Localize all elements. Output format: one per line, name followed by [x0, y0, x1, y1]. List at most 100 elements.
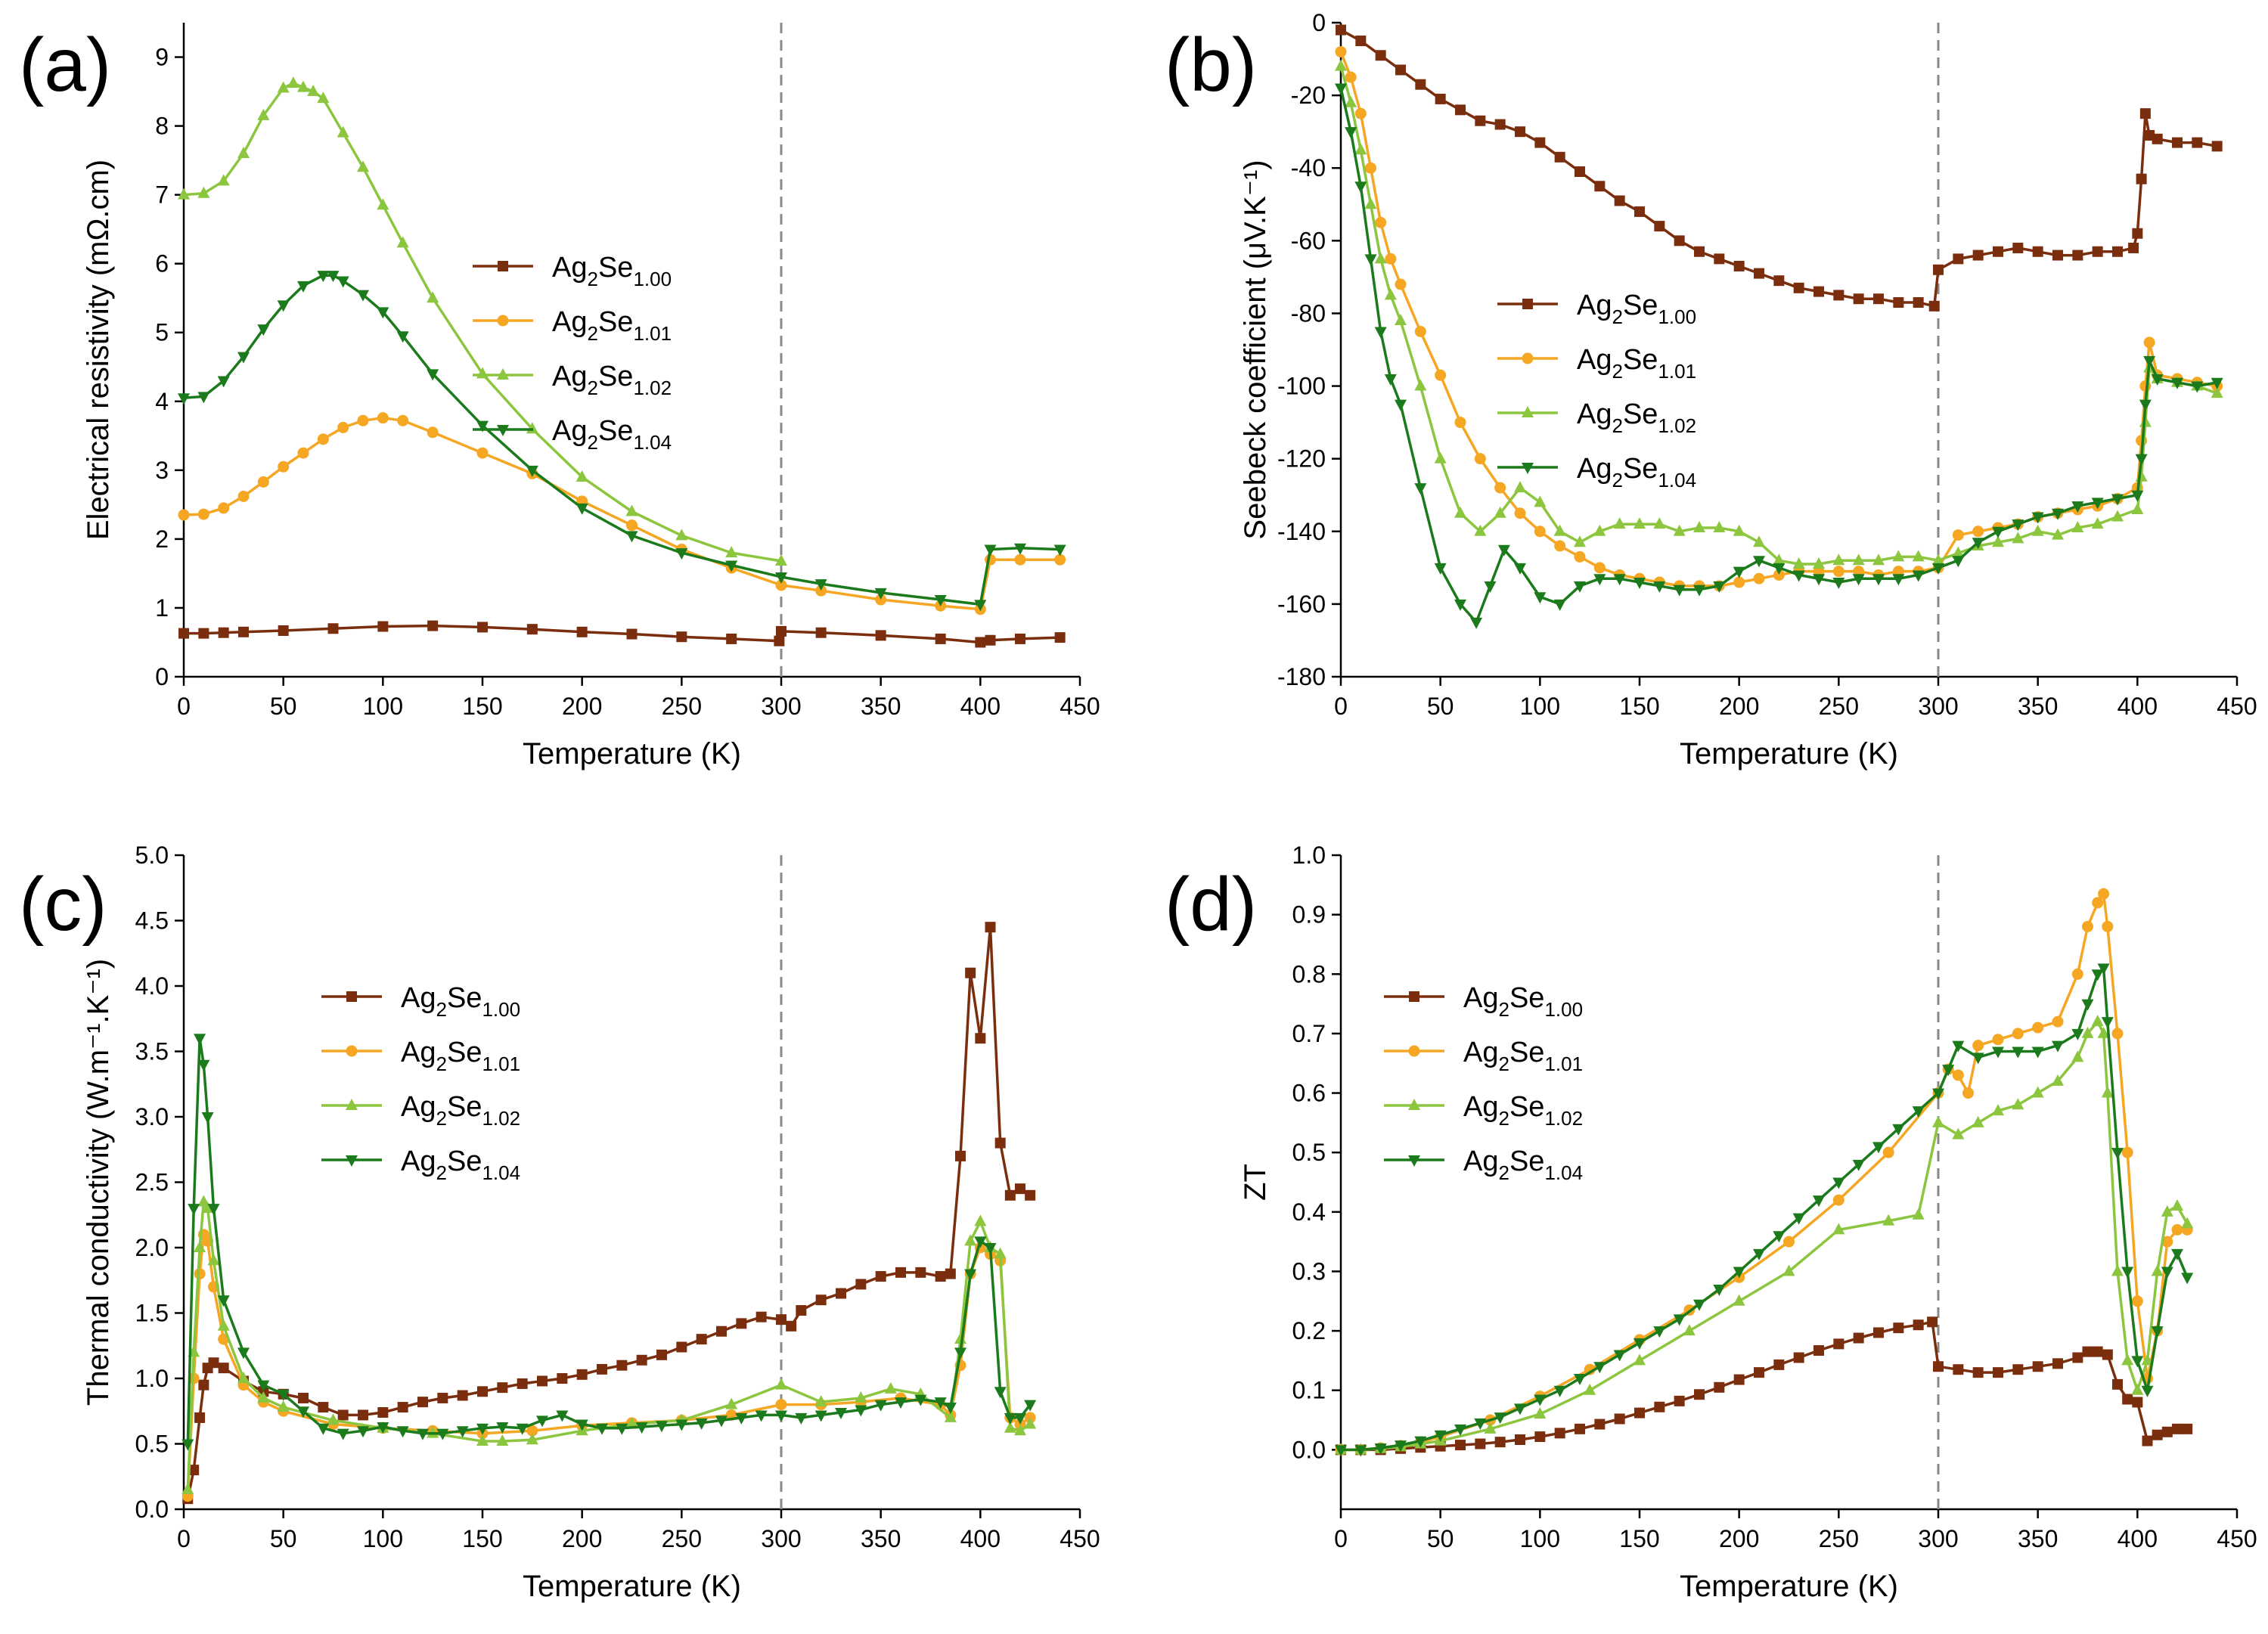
- x-tick-label: 450: [1060, 693, 1100, 720]
- data-point: [1813, 1195, 1825, 1208]
- data-point: [1992, 1046, 2004, 1059]
- data-point: [1593, 524, 1606, 536]
- data-point: [1395, 64, 1406, 76]
- data-point: [1972, 1053, 1984, 1065]
- legend-label: Ag2Se1.02: [1577, 398, 1696, 437]
- data-point: [576, 1369, 588, 1380]
- data-point: [1832, 566, 1844, 578]
- data-point: [2052, 1015, 2064, 1028]
- data-point: [1733, 1294, 1745, 1306]
- data-point: [1354, 107, 1367, 119]
- data-point: [198, 1379, 209, 1391]
- x-tick-label: 0: [177, 1525, 191, 1552]
- data-point: [1584, 1383, 1596, 1395]
- data-point: [194, 1241, 206, 1252]
- data-point: [985, 634, 996, 646]
- data-point: [2211, 141, 2223, 152]
- data-point: [1553, 1385, 1566, 1397]
- data-point: [676, 631, 687, 643]
- data-point: [2211, 386, 2223, 398]
- data-point: [358, 1409, 368, 1421]
- data-point: [1024, 1417, 1037, 1429]
- legend-label: Ag2Se1.02: [552, 361, 672, 399]
- legend-marker: [1522, 463, 1534, 474]
- data-point: [1534, 592, 1547, 604]
- data-point: [1972, 526, 1984, 538]
- data-point: [2102, 920, 2114, 932]
- data-point: [182, 1439, 194, 1451]
- data-point: [1575, 1423, 1585, 1434]
- data-point: [974, 1236, 987, 1248]
- data-point: [427, 369, 439, 381]
- data-point: [576, 626, 588, 637]
- data-point: [1992, 535, 2004, 547]
- series-line: [186, 1200, 1032, 1490]
- series-line: [1341, 1320, 2188, 1452]
- data-point: [178, 628, 189, 639]
- data-point: [836, 1288, 846, 1299]
- data-point: [1654, 1401, 1665, 1412]
- data-point: [755, 1311, 767, 1322]
- x-axis-title: Temperature (K): [1680, 1570, 1898, 1603]
- data-point: [1514, 563, 1526, 575]
- data-point: [1853, 1332, 1864, 1344]
- data-point: [625, 504, 638, 516]
- data-point: [238, 626, 249, 637]
- x-tick-label: 350: [861, 693, 901, 720]
- data-point: [1355, 36, 1367, 47]
- data-point: [755, 1410, 768, 1422]
- data-point: [2091, 498, 2104, 510]
- data-point: [626, 628, 638, 640]
- data-point: [297, 447, 309, 459]
- x-tick-label: 200: [1719, 1525, 1759, 1552]
- data-point: [954, 1332, 966, 1344]
- data-point: [1674, 1395, 1685, 1406]
- data-point: [2141, 1353, 2154, 1366]
- legend-marker: [1408, 1099, 1420, 1110]
- data-point: [217, 376, 230, 388]
- data-point: [975, 637, 986, 648]
- data-point: [796, 1305, 807, 1316]
- data-point: [1435, 369, 1447, 381]
- data-point: [477, 622, 488, 633]
- legend-marker: [497, 315, 509, 327]
- data-point: [1773, 275, 1785, 287]
- data-point: [337, 276, 349, 288]
- data-point: [1893, 1322, 1904, 1334]
- data-point: [636, 1354, 647, 1366]
- data-point: [815, 1294, 827, 1306]
- panel-label: (d): [1165, 862, 1257, 947]
- data-point: [1385, 253, 1397, 265]
- data-point: [1613, 574, 1626, 586]
- data-point: [1833, 290, 1844, 301]
- data-point: [476, 447, 489, 459]
- data-point: [1354, 1445, 1367, 1457]
- data-point: [1454, 1424, 1466, 1436]
- data-point: [2071, 501, 2084, 513]
- data-point: [1693, 520, 1705, 532]
- data-point: [2171, 377, 2183, 389]
- data-point: [1653, 1326, 1666, 1338]
- data-point: [1593, 1362, 1606, 1374]
- data-point: [557, 1373, 568, 1384]
- data-point: [307, 85, 320, 97]
- data-point: [715, 1415, 728, 1428]
- data-point: [2181, 1217, 2194, 1229]
- data-point: [2071, 1050, 2084, 1062]
- y-tick-label: -80: [1291, 299, 1326, 327]
- data-point: [855, 1391, 867, 1403]
- x-tick-label: 450: [2217, 1525, 2257, 1552]
- data-point: [1014, 1412, 1026, 1425]
- data-point: [396, 1426, 409, 1438]
- x-tick-label: 150: [462, 1525, 502, 1552]
- data-point: [1613, 1350, 1626, 1362]
- data-point: [1733, 576, 1745, 588]
- data-point: [436, 1428, 449, 1440]
- data-point: [716, 1325, 727, 1337]
- data-point: [2012, 242, 2024, 253]
- data-point: [1553, 524, 1566, 536]
- data-point: [188, 1204, 200, 1216]
- data-point: [1913, 297, 1924, 309]
- data-point: [1534, 137, 1546, 148]
- data-point: [2142, 1435, 2153, 1446]
